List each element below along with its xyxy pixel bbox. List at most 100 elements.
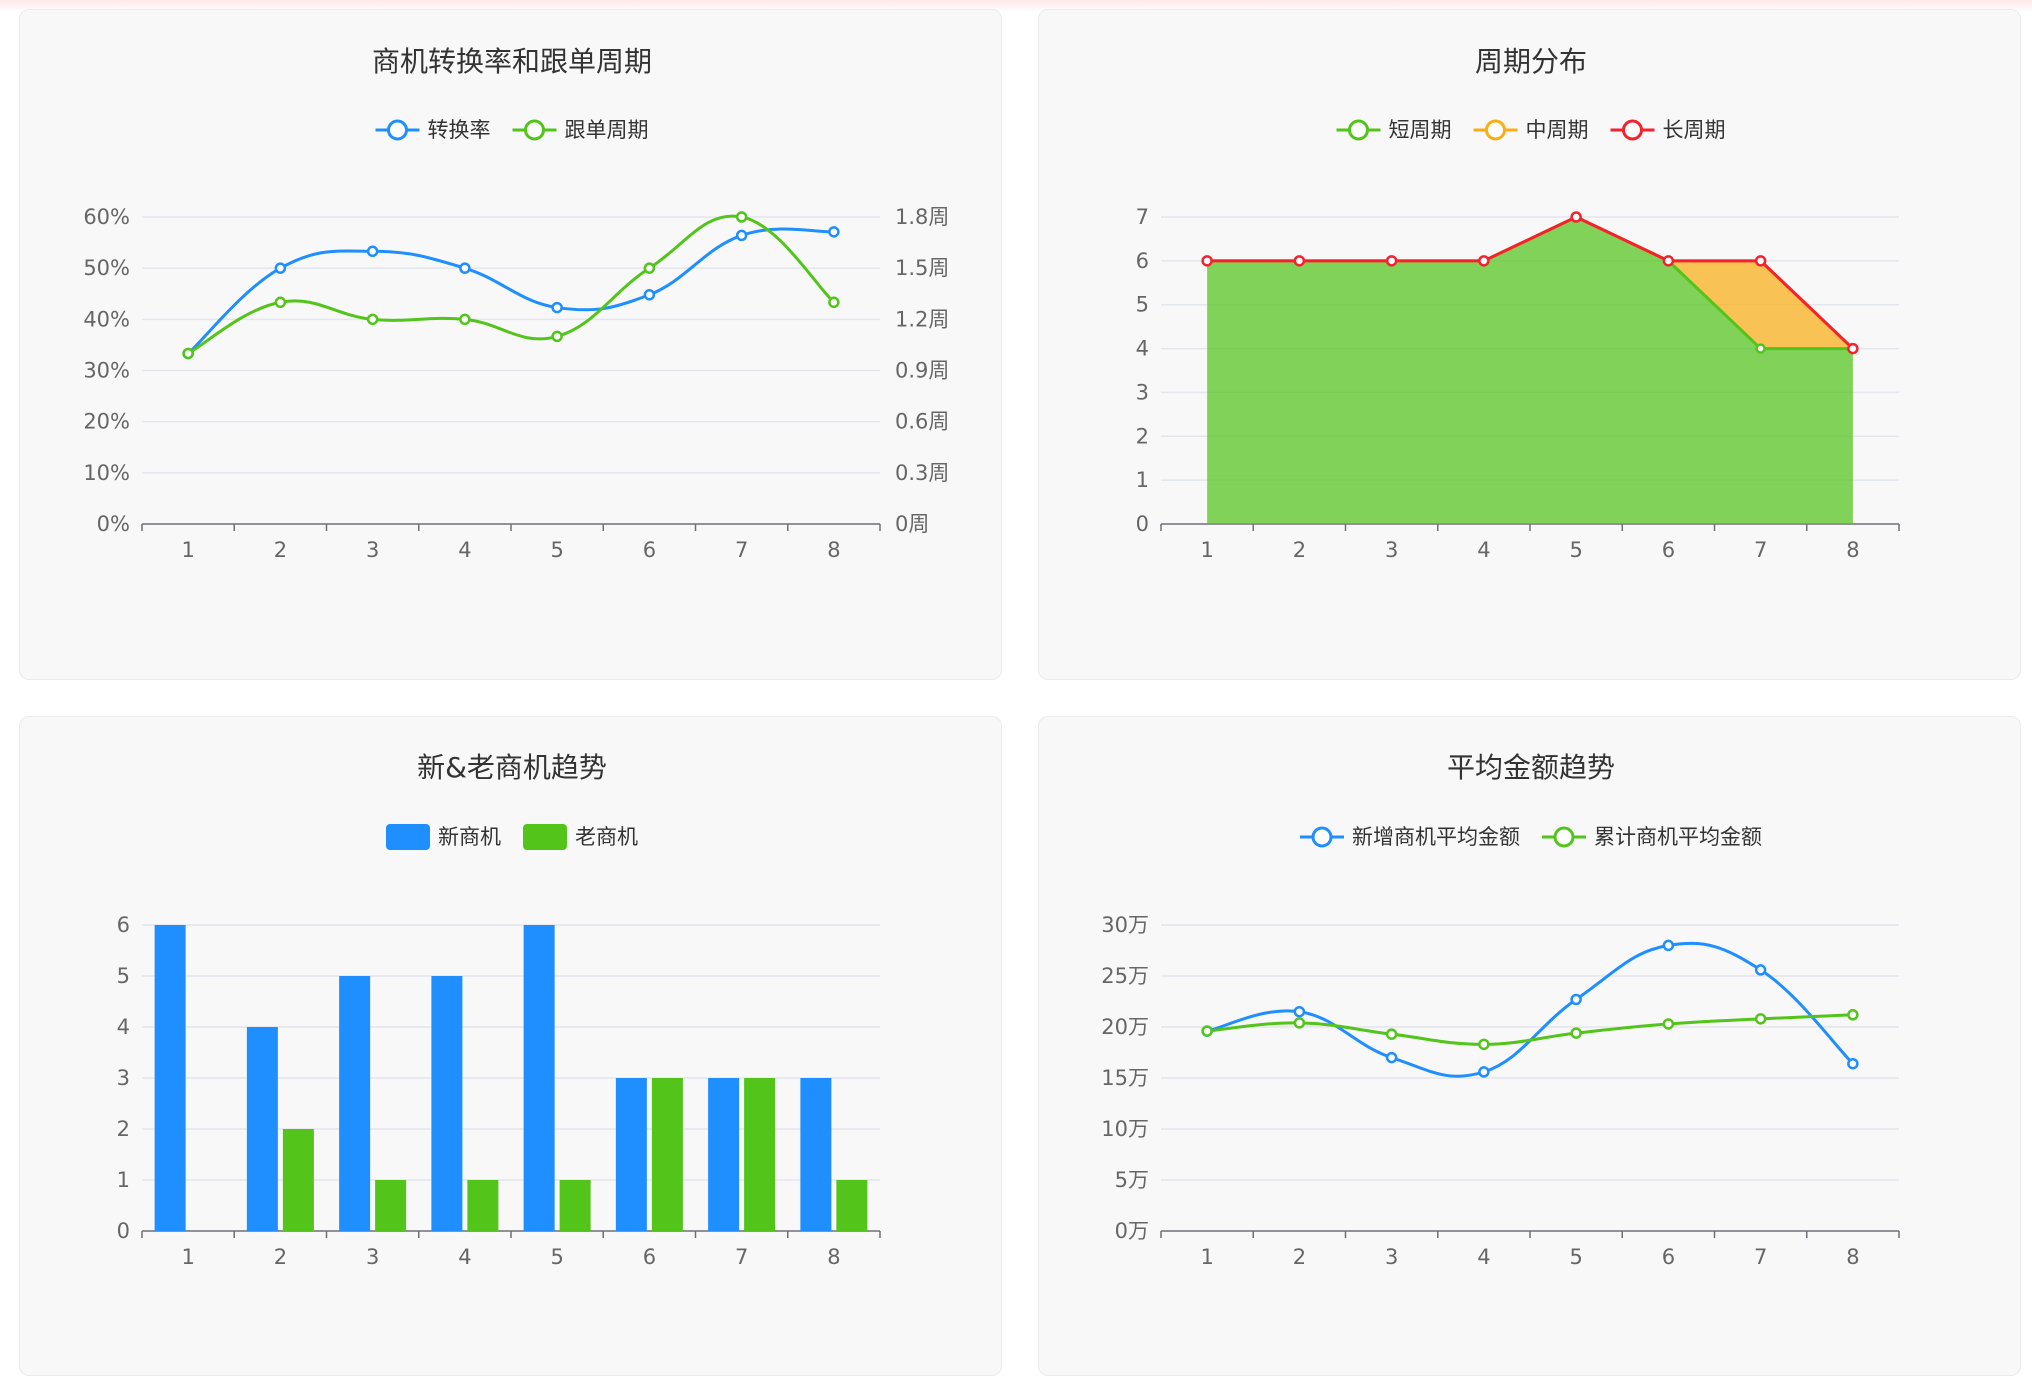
x-tick-label: 1: [1200, 538, 1213, 562]
x-tick-label: 8: [827, 1245, 840, 1269]
data-point: [1662, 255, 1675, 267]
bar-old: [744, 1078, 776, 1231]
y-right-tick-label: 1.8周: [895, 205, 949, 229]
x-tick-label: 6: [643, 538, 656, 562]
legend-swatch-marker: [1553, 826, 1575, 848]
data-point: [1293, 255, 1306, 267]
bar-new: [246, 1027, 278, 1231]
area-fill-2: [1207, 217, 1853, 349]
y-tick-label: 1: [117, 1168, 130, 1192]
x-tick-label: 4: [458, 1245, 471, 1269]
conversion-cycle-panel: 商机转换率和跟单周期 转换率 跟单周期 0% 0周 10% 0.3周 20% 0.6周 30% 0…: [19, 9, 1002, 680]
legend-swatch-marker: [1622, 119, 1643, 141]
x-tick-label: 3: [366, 1245, 379, 1269]
bar-new: [523, 925, 555, 1231]
bar-old: [559, 1180, 591, 1231]
data-point: [1570, 993, 1582, 1006]
chart-cycle-distribution: 周期分布 短周期 中周期 长周期 0 1 2 3 4 5 6 7 1 2 3 4 5 6 7 8: [1136, 45, 1900, 562]
data-point: [1478, 1038, 1490, 1051]
x-tick-label: 2: [1293, 538, 1306, 562]
cycle-distribution-panel: 周期分布 短周期 中周期 长周期 0 1 2 3 4 5 6 7 1 2 3 4 5 6 7 8: [1038, 9, 2021, 680]
new-old-trend-panel: 新&老商机趋势 新商机 老商机 0 1 2 3 4 5 6 1 2 3 4 5 6 7 8: [19, 716, 1002, 1376]
legend-label: 老商机: [575, 825, 638, 849]
x-tick-label: 8: [827, 538, 840, 562]
x-tick-label: 1: [1200, 1245, 1213, 1269]
legend-label: 短周期: [1389, 118, 1452, 142]
x-tick-label: 5: [1569, 1245, 1582, 1269]
data-point: [828, 296, 840, 309]
data-point: [551, 301, 563, 314]
bar-new: [431, 976, 463, 1231]
y-tick-label: 1: [1136, 468, 1149, 492]
data-point: [735, 211, 748, 223]
data-point: [1293, 1017, 1306, 1029]
bar-new: [800, 1078, 832, 1231]
legend-item: 老商机: [523, 824, 638, 850]
x-tick-label: 6: [1662, 538, 1675, 562]
y-tick-label: 30万: [1101, 913, 1149, 937]
y-tick-label: 10万: [1101, 1117, 1149, 1141]
y-tick-label: 5: [117, 964, 130, 988]
y-tick-label: 60%: [83, 205, 130, 229]
legend-swatch: [386, 824, 430, 850]
series-line-3: [1207, 215, 1854, 350]
data-point: [1754, 255, 1767, 267]
y-right-tick-label: 0.6周: [895, 410, 949, 434]
legend-item: 跟单周期: [512, 118, 649, 142]
x-tick-label: 6: [643, 1245, 656, 1269]
x-tick-label: 2: [1293, 1245, 1306, 1269]
bar-old: [651, 1078, 683, 1231]
average-amount-panel: 平均金额趋势 新增商机平均金额 累计商机平均金额 0万 5万 10万 15万 20万 25万 3…: [1038, 716, 2021, 1376]
legend-swatch: [523, 824, 567, 850]
y-tick-label: 3: [1136, 380, 1149, 404]
y-tick-label: 30%: [83, 359, 130, 383]
legend-label: 中周期: [1526, 118, 1589, 142]
data-point: [1754, 1013, 1767, 1025]
data-point: [1385, 255, 1398, 267]
y-right-tick-label: 0.9周: [895, 359, 949, 383]
chart-conversion-cycle: 商机转换率和跟单周期 转换率 跟单周期 0% 0周 10% 0.3周 20% 0.6周 30% 0…: [83, 45, 949, 562]
bar-old: [467, 1180, 499, 1231]
chart-title: 平均金额趋势: [1447, 751, 1615, 784]
y-tick-label: 6: [1136, 249, 1149, 273]
x-tick-label: 5: [1569, 538, 1582, 562]
bar-new: [154, 925, 186, 1231]
data-point: [1755, 343, 1766, 354]
data-point: [643, 289, 656, 301]
legend-item: 中周期: [1473, 118, 1589, 142]
legend-item: 新增商机平均金额: [1300, 825, 1520, 849]
x-tick-label: 7: [735, 1245, 748, 1269]
area-fill-1: [1207, 217, 1853, 524]
data-point: [182, 347, 194, 360]
y-tick-label: 20万: [1101, 1015, 1149, 1039]
chart-title: 周期分布: [1475, 45, 1587, 78]
y-tick-label: 10%: [83, 461, 130, 485]
data-point: [1293, 1005, 1306, 1018]
legend: 短周期 中周期 长周期: [1336, 118, 1726, 142]
data-point: [459, 313, 471, 326]
data-point: [643, 262, 656, 274]
data-point: [1662, 1018, 1675, 1030]
x-tick-label: 5: [550, 538, 563, 562]
data-point: [1847, 342, 1859, 355]
data-point: [1478, 255, 1490, 267]
x-tick-label: 7: [735, 538, 748, 562]
y-tick-label: 20%: [83, 410, 130, 434]
y-tick-label: 5万: [1115, 1168, 1149, 1192]
legend-swatch-marker: [1311, 826, 1333, 848]
data-point: [274, 296, 287, 309]
data-point: [1478, 1066, 1490, 1078]
legend-item: 短周期: [1336, 118, 1452, 142]
data-point: [1201, 1025, 1213, 1037]
y-tick-label: 25万: [1101, 964, 1149, 988]
data-point: [366, 245, 379, 258]
y-right-tick-label: 0周: [895, 512, 929, 536]
data-point: [1847, 1057, 1859, 1070]
x-tick-label: 8: [1846, 1245, 1859, 1269]
x-tick-label: 7: [1754, 1245, 1767, 1269]
bar-old: [375, 1180, 407, 1231]
legend-label: 长周期: [1663, 118, 1726, 142]
y-tick-label: 3: [117, 1066, 130, 1090]
legend-label: 累计商机平均金额: [1594, 825, 1762, 849]
y-tick-label: 0: [117, 1219, 130, 1243]
